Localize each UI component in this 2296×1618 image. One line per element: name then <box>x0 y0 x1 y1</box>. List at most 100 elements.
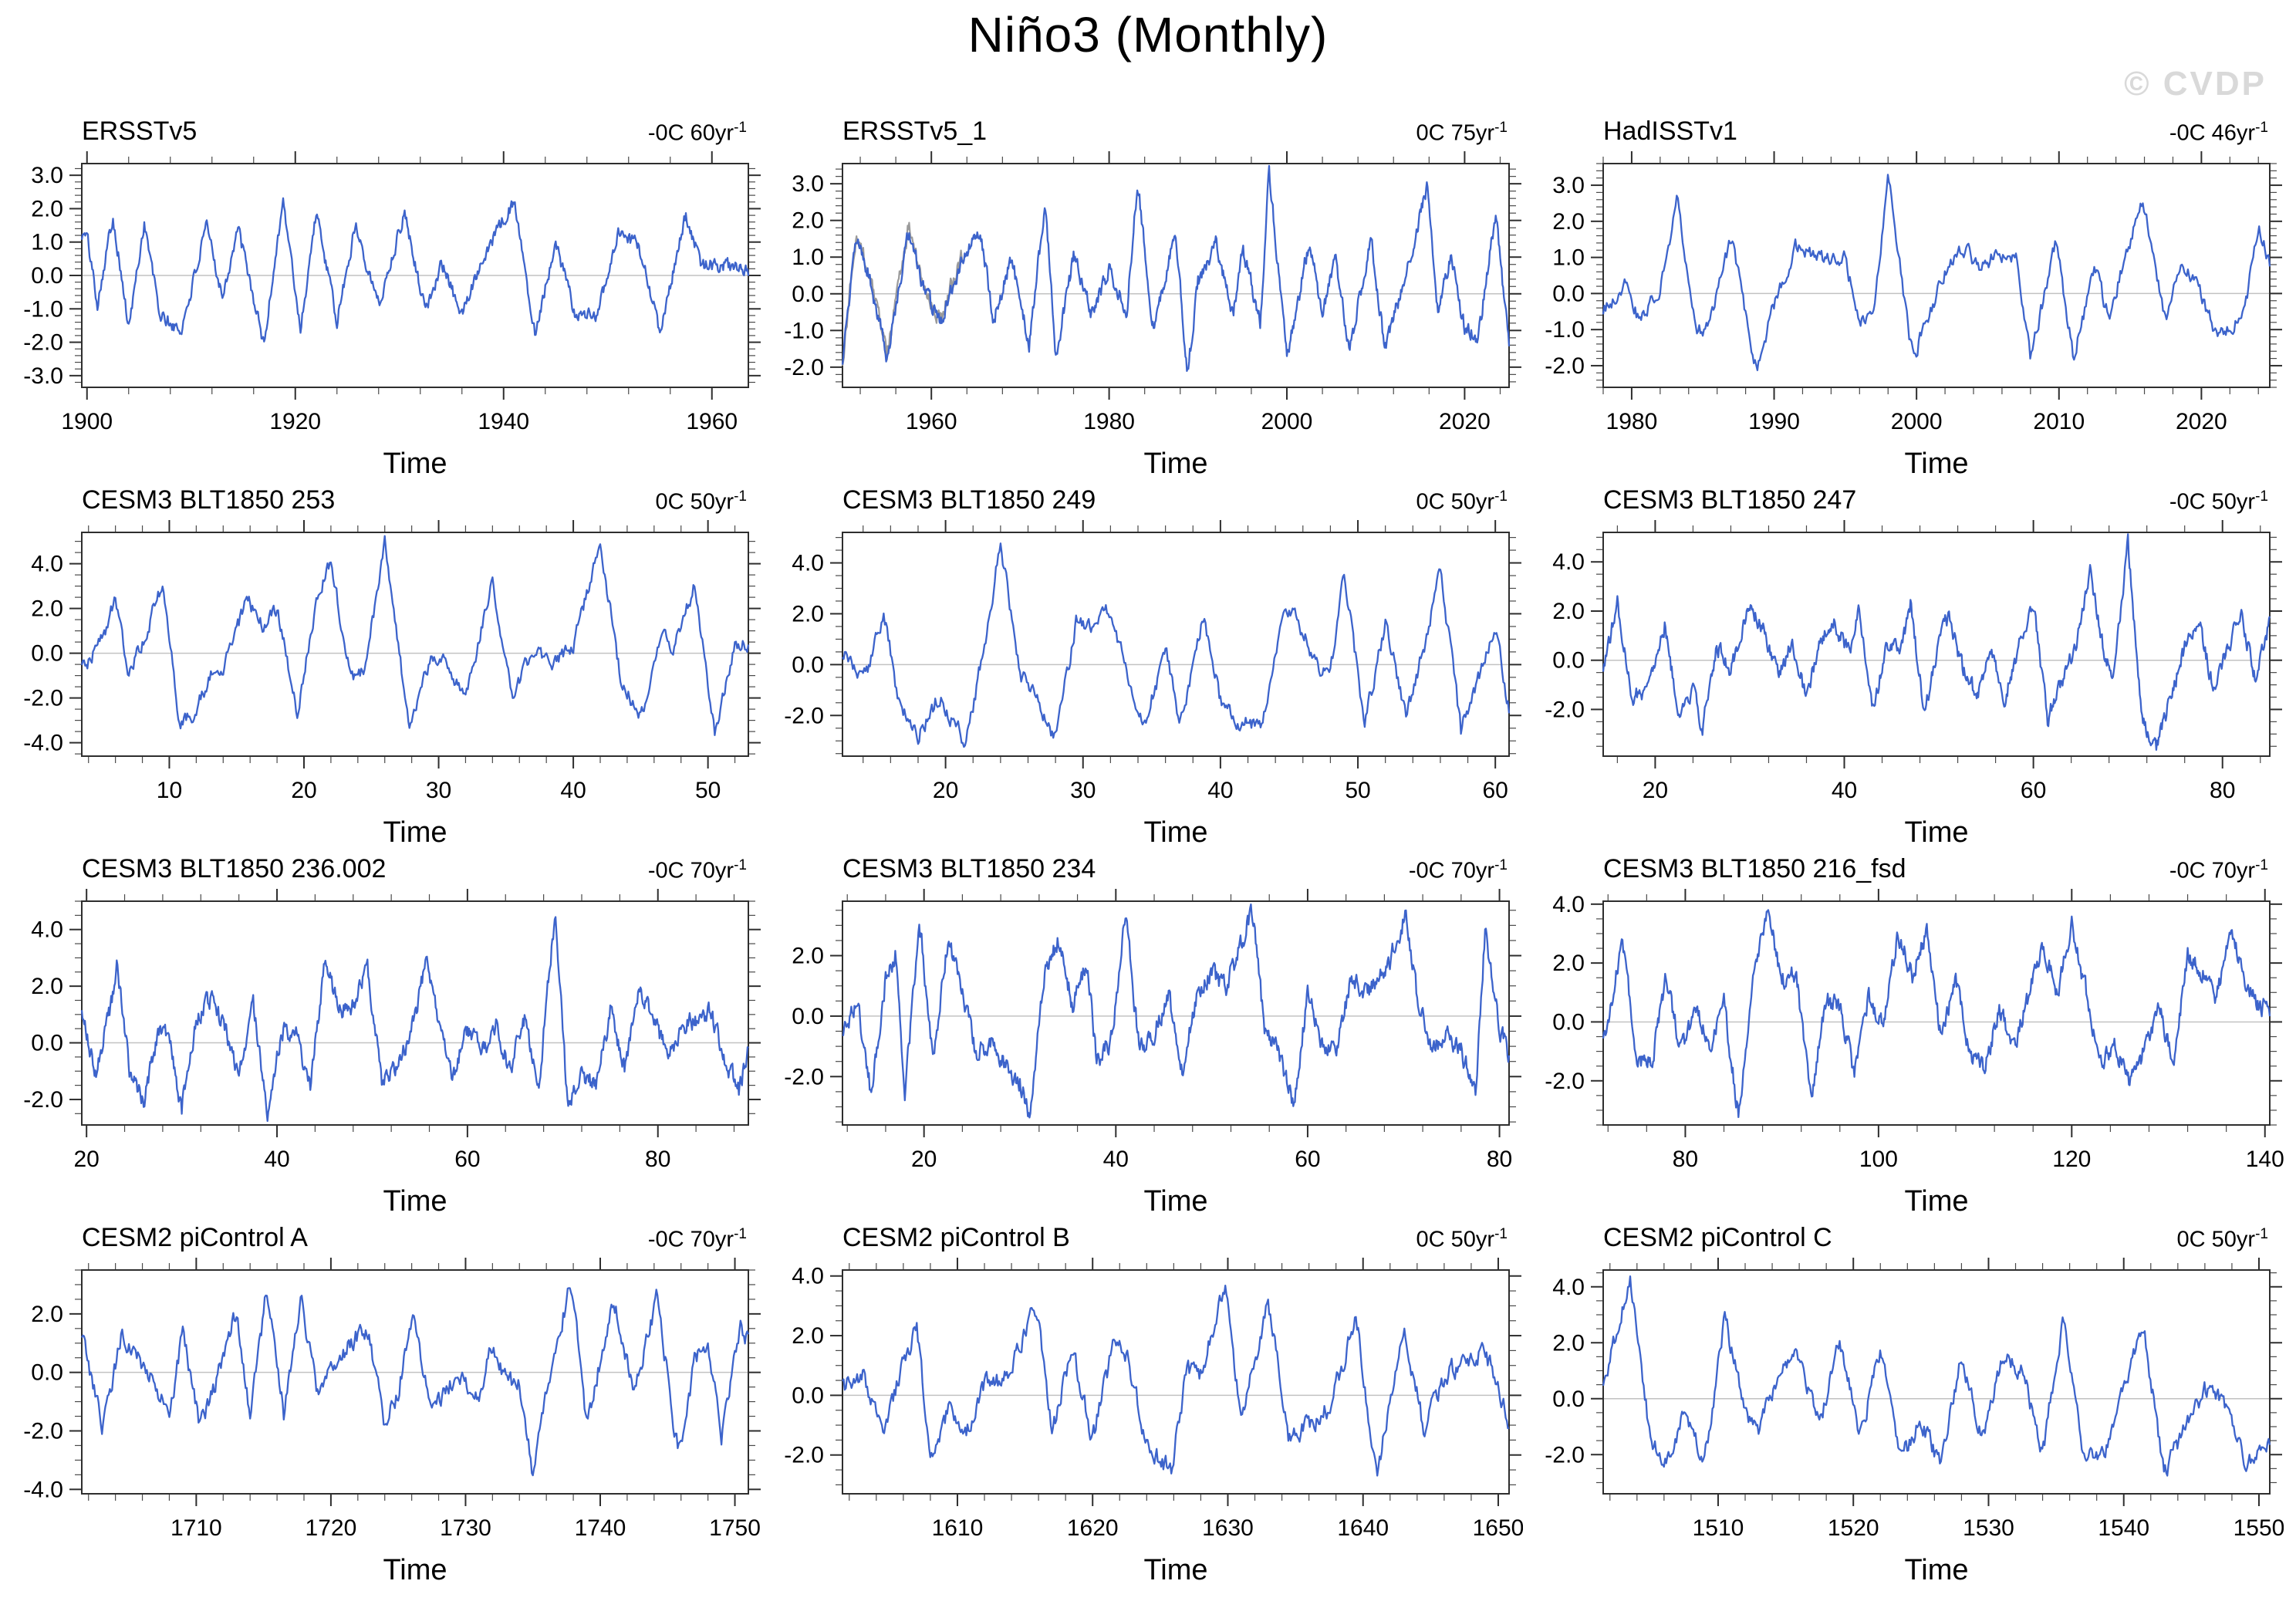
y-tick-label: 0.0 <box>31 263 63 289</box>
x-tick-label: 50 <box>695 778 721 803</box>
y-tick-label: -4.0 <box>23 1477 63 1502</box>
y-tick-label: -2.0 <box>23 1418 63 1444</box>
x-tick-label: 1530 <box>1963 1515 2014 1541</box>
time-series-plot: 3.0 2.0 1.0 0.0 -1.0 -2.0 1980 1990 2000 2010 2020 <box>1545 151 2282 434</box>
y-tick-label: 0.0 <box>31 641 63 667</box>
x-tick-label: 2020 <box>2176 409 2227 434</box>
x-tick-label: 30 <box>426 778 451 803</box>
trend-text: -0C 70yr <box>2169 859 2256 883</box>
time-series-panel-hadisstv1: HadISSTv1 -0C 46yr-1 3.0 2.0 1.0 0.0 -1.0 -2.… <box>1529 113 2284 480</box>
x-tick-label: 1990 <box>1748 409 1800 434</box>
panel-title: CESM3 BLT1850 234 <box>842 854 1096 883</box>
plot-frame <box>1602 532 2271 757</box>
panel-header: CESM3 BLT1850 236.002 -0C 70yr-1 <box>8 850 762 884</box>
time-series-plot: 4.0 2.0 0.0 -2.0 -4.0 10 20 30 40 50 <box>23 520 761 803</box>
time-series-panel-cesm2-picontrol-b: CESM2 piControl B 0C 50yr-1 4.0 2.0 0.0 -2.… <box>768 1219 1523 1586</box>
x-tick-label: 1630 <box>1202 1515 1254 1541</box>
x-tick-label: 20 <box>73 1147 99 1172</box>
y-tick-label: 2.0 <box>1552 209 1585 235</box>
trend-superscript: -1 <box>734 120 747 137</box>
plot-frame <box>1602 163 2271 388</box>
y-tick-label: 2.0 <box>1552 1330 1585 1356</box>
y-tick-label: 4.0 <box>792 1264 824 1289</box>
y-tick-label: -2.0 <box>1545 697 1585 722</box>
y-tick-label: 2.0 <box>792 208 824 234</box>
panel-title: CESM3 BLT1850 253 <box>82 485 336 515</box>
y-tick-label: 0.0 <box>1552 648 1585 674</box>
x-axis-label: Time <box>1143 448 1208 480</box>
series-line <box>1602 909 2271 1119</box>
plot-frame <box>81 1269 749 1495</box>
panel-header: HadISSTv1 -0C 46yr-1 <box>1529 113 2284 147</box>
panel-header: CESM2 piControl C 0C 50yr-1 <box>1529 1219 2284 1253</box>
y-tick-label: -2.0 <box>23 686 63 711</box>
x-axis-label: Time <box>383 1185 447 1218</box>
x-tick-label: 40 <box>1832 778 1857 803</box>
panel-title: CESM3 BLT1850 216_fsd <box>1603 854 1906 883</box>
y-tick-label: 3.0 <box>792 171 824 197</box>
y-tick-label: 1.0 <box>792 245 824 270</box>
trend-text: -0C 70yr <box>647 1228 734 1252</box>
trend-annotation: 0C 50yr-1 <box>2177 1226 2268 1253</box>
y-tick-label: -4.0 <box>23 731 63 756</box>
series-line <box>1602 174 2271 372</box>
series-line <box>80 535 750 736</box>
y-tick-label: -2.0 <box>1545 1442 1585 1468</box>
time-series-panel-cesm3-blt1850-234: CESM3 BLT1850 234 -0C 70yr-1 2.0 0.0 -2.0 2… <box>768 850 1523 1218</box>
plot-frame <box>842 532 1510 757</box>
x-tick-label: 40 <box>1103 1147 1129 1172</box>
x-tick-label: 80 <box>1487 1147 1512 1172</box>
x-tick-label: 100 <box>1859 1147 1898 1172</box>
y-tick-label: -1.0 <box>1545 317 1585 343</box>
trend-annotation: -0C 60yr-1 <box>648 120 747 147</box>
x-axis-label: Time <box>383 1554 447 1586</box>
x-tick-label: 1920 <box>269 409 321 434</box>
series-line <box>842 903 1511 1119</box>
series-line <box>1602 533 2271 752</box>
y-tick-label: 2.0 <box>31 196 63 221</box>
time-series-panel-cesm3-blt1850-236-002: CESM3 BLT1850 236.002 -0C 70yr-1 4.0 2.0 0… <box>8 850 762 1218</box>
x-tick-label: 40 <box>560 778 586 803</box>
series-line <box>841 164 1511 372</box>
time-series-panel-cesm3-blt1850-247: CESM3 BLT1850 247 -0C 50yr-1 4.0 2.0 0.0 -2… <box>1529 481 2284 849</box>
trend-superscript: -1 <box>2255 488 2268 505</box>
time-series-panel-cesm2-picontrol-c: CESM2 piControl C 0C 50yr-1 4.0 2.0 0.0 -2.… <box>1529 1219 2284 1586</box>
x-tick-label: 1640 <box>1337 1515 1389 1541</box>
y-tick-label: 2.0 <box>792 601 824 627</box>
x-tick-label: 2000 <box>1891 409 1943 434</box>
x-tick-label: 60 <box>1482 778 1508 803</box>
trend-annotation: -0C 70yr-1 <box>2169 857 2268 884</box>
time-series-plot: 4.0 2.0 0.0 -2.0 20 30 40 50 60 <box>784 520 1521 803</box>
panel-title: CESM3 BLT1850 236.002 <box>82 854 387 883</box>
time-series-plot: 2.0 0.0 -2.0 20 40 60 80 <box>784 889 1521 1172</box>
x-axis-label: Time <box>1904 1185 1969 1218</box>
x-tick-label: 1620 <box>1067 1515 1119 1541</box>
trend-annotation: -0C 70yr-1 <box>648 1226 747 1253</box>
x-axis-label: Time <box>1143 816 1208 849</box>
x-tick-label: 1540 <box>2098 1515 2149 1541</box>
panel-title: CESM2 piControl A <box>82 1223 308 1252</box>
charts-grid: ERSSTv5 -0C 60yr-1 3.0 2.0 1.0 0.0 -1.0 -2.0-… <box>8 113 2284 1586</box>
time-series-plot: 4.0 2.0 0.0 -2.0 1510 1520 1530 1540 1550 <box>1545 1258 2284 1541</box>
trend-superscript: -1 <box>734 1226 747 1243</box>
panel-header: CESM3 BLT1850 249 0C 50yr-1 <box>768 481 1523 515</box>
y-tick-label: 0.0 <box>792 282 824 307</box>
y-tick-label: -3.0 <box>23 363 63 389</box>
trend-annotation: -0C 50yr-1 <box>2169 488 2268 515</box>
x-tick-label: 80 <box>2210 778 2235 803</box>
x-tick-label: 20 <box>911 1147 937 1172</box>
trend-annotation: -0C 70yr-1 <box>648 857 747 884</box>
x-tick-label: 1510 <box>1693 1515 1744 1541</box>
trend-superscript: -1 <box>734 488 747 505</box>
y-tick-label: -2.0 <box>1545 353 1585 379</box>
panel-header: CESM3 BLT1850 247 -0C 50yr-1 <box>1529 481 2284 515</box>
trend-superscript: -1 <box>734 857 747 874</box>
series-line <box>842 542 1511 748</box>
series-line <box>1602 1275 2271 1477</box>
y-tick-label: -2.0 <box>784 355 824 380</box>
y-tick-label: 1.0 <box>31 230 63 255</box>
y-tick-label: 0.0 <box>31 1360 63 1386</box>
time-series-plot: 4.0 2.0 0.0 -2.0 1610 1620 1630 1640 1650 <box>784 1258 1523 1541</box>
x-tick-label: 1940 <box>478 409 529 434</box>
time-series-plot: 3.0 2.0 1.0 0.0 -1.0 -2.0 1960 1980 2000 2020 <box>784 151 1521 434</box>
